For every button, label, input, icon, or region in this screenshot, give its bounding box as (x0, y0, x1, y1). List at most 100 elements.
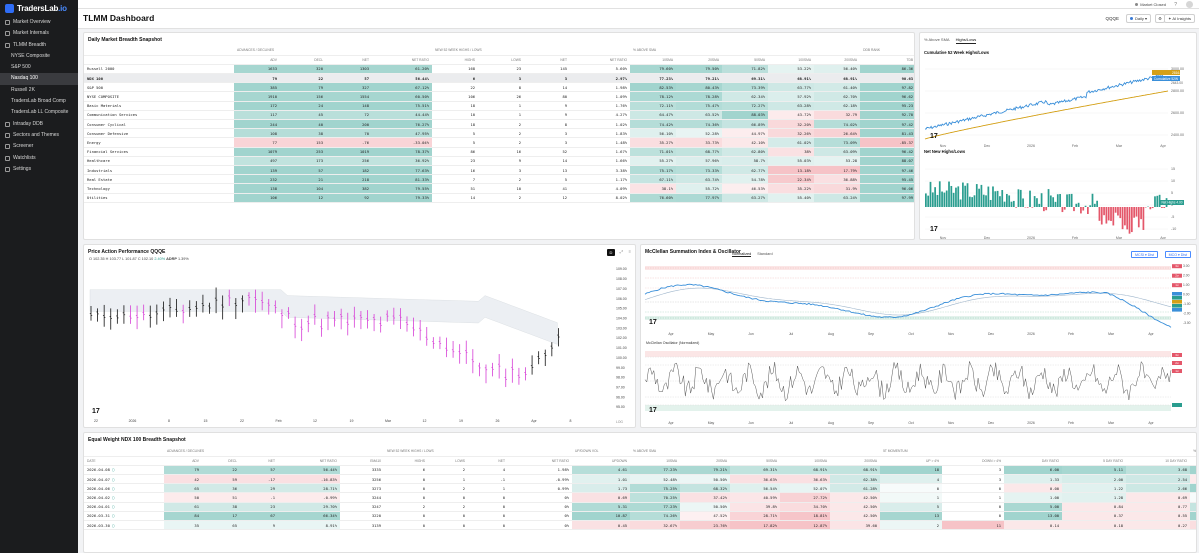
details-icon[interactable]: ▢ (109, 467, 115, 473)
column-header[interactable]: NET RATIO (278, 456, 340, 466)
sidebar-item-sectors-and-themes[interactable]: Sectors and Themes (0, 130, 78, 141)
ai-insights-button[interactable]: ✦ AI Insights (1164, 14, 1195, 23)
sidebar-item-settings[interactable]: Settings (0, 164, 78, 175)
column-header[interactable]: UPDOWN (572, 456, 631, 466)
table-row[interactable]: 2026-03-31 ▢ 84 17 67 66.34% 3220 0 0 0 0% 10.87 74… (84, 511, 1196, 522)
table-row[interactable]: Technology 138 104 382 79.55% 51 10 41 4.09% 38.1… (84, 183, 914, 194)
column-header[interactable]: HIGHS (432, 55, 479, 65)
column-header[interactable]: 10 DAY RATIO (1126, 456, 1191, 466)
tab-normalized[interactable]: Normalized (732, 252, 752, 257)
table-row[interactable]: Communication Services 117 45 72 44.44% 10 1 9 4… (84, 110, 914, 121)
column-header[interactable]: ADV (164, 456, 202, 466)
sidebar-item-screener[interactable]: Screener (0, 141, 78, 152)
column-header[interactable]: 10SMA (630, 456, 681, 466)
column-header[interactable]: 50SMA (722, 55, 769, 65)
column-header[interactable]: 100SMA (780, 456, 831, 466)
column-header[interactable]: 10SMA (630, 55, 677, 65)
equal-weight-title: Equal Weight NDX 100 Breadth Snapshot (88, 437, 186, 443)
column-header[interactable]: DOWN > 4% (942, 456, 1005, 466)
sidebar-item-russell-2k[interactable]: Russell 2K (0, 85, 78, 96)
column-header[interactable]: 5 DAY RATIO (1062, 456, 1127, 466)
table-row[interactable]: Consumer Cyclical 244 40 200 76.27% 18 2 8 1.02%… (84, 119, 914, 130)
table-row[interactable]: 2026-03-30 ▢ 35 65 9 8.91% 3139 0 0 0 0% 0.45 32.67… (84, 520, 1196, 531)
sidebar-item-nyse-composite[interactable]: NYSE Composite (0, 51, 78, 62)
sidebar-item-intraday-ddb[interactable]: Intraday DDB (0, 119, 78, 130)
column-header[interactable]: NET RATIO (372, 55, 433, 65)
column-header[interactable]: NET (326, 55, 372, 65)
column-header[interactable]: 100SMA (768, 55, 815, 65)
column-header[interactable]: NET (468, 456, 509, 466)
column-header[interactable] (84, 55, 234, 65)
table-row[interactable]: 2026-04-07 ▢ 42 59 -17 -16.83% 3256 0 1 -1 -0.99%… (84, 474, 1196, 485)
table-row[interactable]: 2026-04-08 ▢ 79 22 57 56.44% 3335 6 2 4 1.98% 4.61… (84, 465, 1196, 476)
column-header[interactable]: 200SMA (814, 55, 861, 65)
table-row[interactable]: Basic Materials 172 24 148 75.51% 18 1 9 1.76% 72… (84, 101, 914, 111)
help-icon[interactable]: ? (1174, 2, 1177, 8)
sidebar-item-watchlists[interactable]: Watchlists (0, 153, 78, 164)
column-header[interactable]: DAY RATIO (1004, 456, 1063, 466)
tab-standard[interactable]: Standard (757, 252, 773, 256)
column-header[interactable]: NET (524, 55, 571, 65)
column-header[interactable]: NET RATIO (508, 456, 573, 466)
column-header[interactable]: 50SMA (730, 456, 781, 466)
sidebar-item-tlmm-breadth[interactable]: TLMM Breadth (0, 40, 78, 51)
tab-above-sma[interactable]: % Above SMA (924, 37, 950, 42)
sidebar-item-traderslab-broad-comp[interactable]: TradersLab Broad Comp (0, 96, 78, 107)
table-row[interactable]: Consumer Defensive 108 38 70 47.95% 5 2 3 1.83% 5… (84, 128, 914, 139)
details-icon[interactable]: ▢ (109, 485, 115, 491)
table-row[interactable]: 2026-04-02 ▢ 50 51 -1 -0.99% 3244 0 0 0 0% 0.69 70.… (84, 492, 1196, 503)
chart-mode-button[interactable]: D (607, 249, 615, 256)
column-header[interactable]: NET RATIO (570, 55, 631, 65)
sidebar-item-nasdaq-100[interactable]: Nasdaq 100 (0, 73, 78, 85)
column-header[interactable]: DECL (202, 456, 240, 466)
table-cell: 26 (478, 91, 525, 102)
table-cell: 79.21% (680, 465, 731, 476)
user-avatar[interactable] (1186, 1, 1193, 8)
app-logo[interactable]: TradersLab .io (0, 0, 78, 17)
column-header[interactable]: HIGHS (384, 456, 429, 466)
tab-highs-lows[interactable]: Highs/Lows (955, 37, 977, 44)
details-icon[interactable]: ▢ (109, 504, 115, 510)
column-header[interactable]: EMA10 (340, 456, 385, 466)
interval-select[interactable]: Daily ▾ (1125, 14, 1151, 23)
column-header[interactable]: LOWS (478, 55, 525, 65)
table-cell: 28.71% (278, 483, 340, 494)
column-header[interactable]: UP > 4% (880, 456, 943, 466)
column-header[interactable]: ADV (234, 55, 280, 65)
table-row[interactable]: 2026-04-06 ▢ 65 36 29 28.71% 3273 0 2 1 0.99% 1.73… (84, 483, 1196, 494)
table-row[interactable]: 2026-04-01 ▢ 61 38 23 29.70% 3247 2 2 0 0% 5.31 77.… (84, 502, 1196, 512)
table-row[interactable]: Industrials 139 57 182 77.63% 16 3 13 3.38% 75.17… (84, 165, 914, 176)
table-row[interactable]: Healthcare 497 173 256 36.92% 23 9 14 1.66% 55.27… (84, 156, 914, 166)
details-icon[interactable]: ▢ (109, 522, 115, 528)
column-header[interactable]: TDB (1190, 456, 1196, 466)
column-header[interactable]: 200SMA (830, 456, 881, 466)
details-icon[interactable]: ▢ (109, 476, 115, 482)
sidebar-item-market-overview[interactable]: Market Overview (0, 17, 78, 28)
column-header[interactable]: DATE (84, 456, 164, 466)
menu-icon[interactable]: ≡ (628, 249, 631, 254)
table-cell: 3 (524, 137, 571, 148)
sidebar-item-traderslab-ll-composite[interactable]: TradersLab LL Composite (0, 107, 78, 118)
table-row[interactable]: Energy 77 153 -76 -33.04% 5 2 3 1.48% 35.27% 33.73… (84, 137, 914, 148)
table-row[interactable]: Real Estate 232 21 218 81.33% 7 2 5 1.17% 67.11% 6… (84, 174, 914, 185)
table-row[interactable]: Financial Services 1079 253 1019 78.37% 86 16 5… (84, 147, 914, 157)
details-icon[interactable]: ▢ (109, 513, 115, 519)
table-row[interactable]: NYSE COMPOSITE 1910 156 1554 60.50% 106 26 80 1.… (84, 91, 914, 102)
table-row[interactable]: S&P 500 385 79 327 67.12% 22 8 14 1.98% 82.53% 80.… (84, 82, 914, 93)
table-row[interactable]: NDX 100 79 22 57 56.44% 6 3 3 2.97% 77.23% 79.21% 6… (84, 73, 914, 84)
table-row[interactable]: Russell 2000 1633 320 1303 61.20% 168 23 145 5.6… (84, 64, 914, 75)
column-header[interactable]: 20SMA (676, 55, 723, 65)
column-header[interactable]: NET (240, 456, 278, 466)
details-icon[interactable]: ▢ (109, 495, 115, 501)
sidebar-item-market-internals[interactable]: Market Internals (0, 28, 78, 39)
expand-icon[interactable]: ⤢ (619, 249, 623, 254)
column-header[interactable]: 20SMA (680, 456, 731, 466)
mcsi-dist-button[interactable]: MCSI ▾ Dist (1131, 251, 1158, 258)
table-cell: 55.27% (630, 156, 677, 166)
sidebar-item-s-p-500[interactable]: S&P 500 (0, 62, 78, 73)
column-header[interactable]: LOWS (428, 456, 469, 466)
column-header[interactable]: TDB (860, 55, 914, 65)
mco-dist-button[interactable]: MCO ▾ Dist (1164, 251, 1191, 258)
column-header[interactable]: DECL (280, 55, 326, 65)
table-row[interactable]: Utilities 106 12 92 79.33% 14 2 12 8.02% 76.60% 77… (84, 193, 914, 203)
